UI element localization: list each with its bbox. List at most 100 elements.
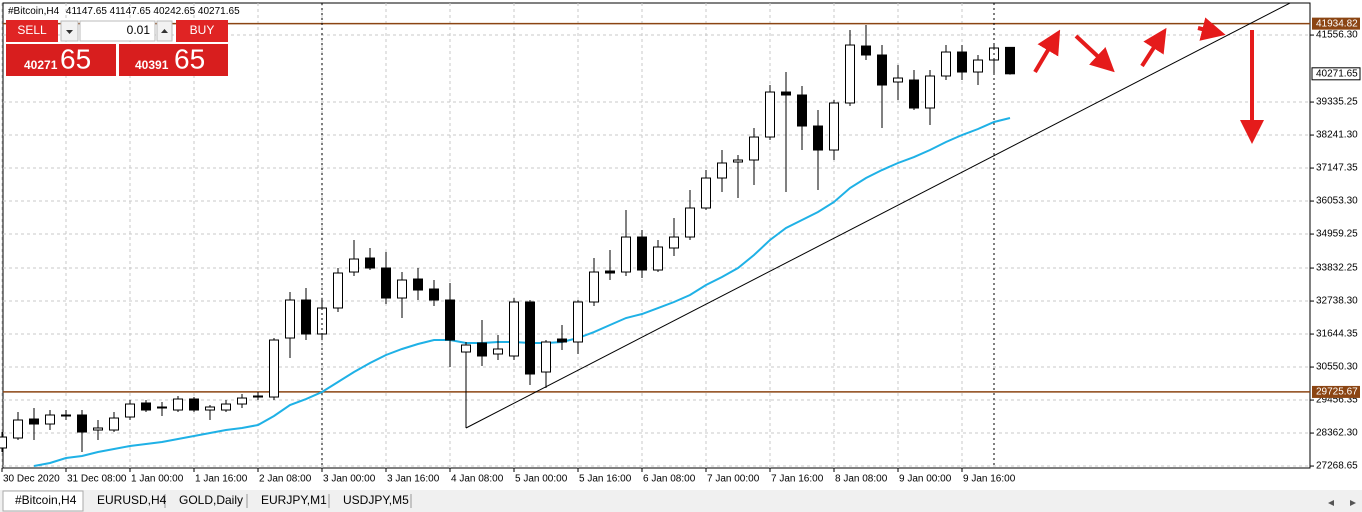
tab[interactable]: GOLD,Daily xyxy=(179,493,243,507)
candle-body xyxy=(333,272,343,309)
candle-body xyxy=(653,246,663,271)
tab[interactable]: USDJPY,M5 xyxy=(343,493,409,507)
ask-box[interactable] xyxy=(119,44,228,76)
sell-label[interactable]: SELL xyxy=(17,23,47,37)
candle-body xyxy=(669,236,679,249)
tab[interactable]: EURUSD,H4 xyxy=(97,493,167,507)
candle-body xyxy=(701,177,711,209)
candle-body xyxy=(77,414,87,433)
y-tick-label: 32738.30 xyxy=(1316,296,1358,307)
arrow xyxy=(1140,27,1167,68)
tab[interactable]: EURJPY,M1 xyxy=(261,493,327,507)
ask-pips: 65 xyxy=(174,43,205,74)
candle-body xyxy=(365,257,375,269)
candle-body xyxy=(637,236,647,271)
bid-box[interactable] xyxy=(6,44,116,76)
x-tick-label: 5 Jan 00:00 xyxy=(515,474,568,485)
symbol: #Bitcoin,H4 xyxy=(8,6,60,17)
candle-body xyxy=(301,299,311,335)
candle-body xyxy=(845,44,855,104)
ohlc-open: 41147.65 xyxy=(66,6,107,17)
candle-body xyxy=(29,418,39,425)
tabs: #Bitcoin,H4 EURUSD,H4 GOLD,Daily EURJPY,M1 U… xyxy=(2,490,412,512)
candle-body xyxy=(317,307,327,335)
candle-body xyxy=(269,339,279,398)
candle-body xyxy=(781,91,791,96)
candle-body xyxy=(157,406,167,409)
up-icon xyxy=(161,29,168,33)
y-tick-label: 27268.65 xyxy=(1316,461,1358,472)
candle-body xyxy=(381,267,391,299)
candle-body xyxy=(893,77,903,83)
candle-body xyxy=(909,79,919,109)
trade-panel: SELL 0.01 BUY 40271 65 40391 65 xyxy=(6,20,228,76)
candle-body xyxy=(925,75,935,109)
level-label-box xyxy=(1312,385,1360,398)
bid-main: 40271 xyxy=(24,58,58,72)
y-tick-label: 38241.30 xyxy=(1316,130,1358,141)
candle-body xyxy=(589,271,599,303)
candle-body xyxy=(461,344,471,353)
y-tick-label: 37147.35 xyxy=(1316,163,1358,174)
candle-body xyxy=(221,403,231,411)
candle-body xyxy=(541,341,551,373)
candle-body xyxy=(173,398,183,411)
candle-body xyxy=(797,94,807,127)
y-tick-label: 28362.30 xyxy=(1316,428,1358,439)
candle-body xyxy=(109,417,119,431)
candle-body xyxy=(413,278,423,291)
tab[interactable]: #Bitcoin,H4 xyxy=(15,493,77,507)
candle-body xyxy=(973,59,983,73)
y-tick-label: 29456.35 xyxy=(1316,395,1358,406)
candle-body xyxy=(445,299,455,341)
y-tick-label: 41556.30 xyxy=(1316,30,1358,41)
candle-body xyxy=(557,338,567,343)
candle-body xyxy=(877,54,887,86)
x-tick-label: 31 Dec 08:00 xyxy=(67,474,127,485)
candle-body xyxy=(717,162,727,179)
candle-body xyxy=(509,301,519,357)
scroll-left[interactable] xyxy=(1328,500,1334,506)
x-tick-label: 7 Jan 00:00 xyxy=(707,474,760,485)
arrow xyxy=(1033,29,1061,74)
buy-button[interactable] xyxy=(176,20,228,42)
y-tick-label: 33832.25 xyxy=(1316,263,1358,274)
candle-body xyxy=(61,414,71,417)
candle-body xyxy=(189,398,199,411)
candle-body xyxy=(93,427,103,431)
candle-body xyxy=(861,45,871,56)
price-label-box xyxy=(1311,67,1361,81)
x-tick-label: 7 Jan 16:00 xyxy=(771,474,824,485)
candle-body xyxy=(429,288,439,301)
chart-header: #Bitcoin,H4 41147.65 41147.65 40242.65 4… xyxy=(8,6,240,17)
candle-body xyxy=(941,51,951,77)
candle-body xyxy=(45,414,55,425)
buy-label[interactable]: BUY xyxy=(190,23,215,37)
sell-button[interactable] xyxy=(6,20,58,42)
candle-body xyxy=(125,403,135,418)
arrow xyxy=(1197,17,1226,41)
candle-body xyxy=(13,419,23,439)
x-tick-label: 3 Jan 16:00 xyxy=(387,474,440,485)
level-label: 41934.82 xyxy=(1316,18,1358,29)
candle-body xyxy=(1005,46,1015,75)
candle-body xyxy=(205,406,215,411)
candle-body xyxy=(605,270,615,274)
scroll-right[interactable] xyxy=(1350,500,1356,506)
lot-value: 0.01 xyxy=(127,23,151,37)
moving-average xyxy=(33,117,1011,467)
candle-body xyxy=(397,279,407,299)
ohlc-high: 41147.65 xyxy=(110,6,151,17)
x-tick-label: 8 Jan 08:00 xyxy=(835,474,888,485)
y-tick-label: 36053.30 xyxy=(1316,196,1358,207)
x-tick-label: 6 Jan 08:00 xyxy=(643,474,696,485)
lot-input[interactable] xyxy=(79,20,156,42)
drawn-arrows xyxy=(1033,17,1264,144)
tab-active xyxy=(2,490,84,512)
candle-body xyxy=(285,299,295,339)
plot-frame xyxy=(2,2,1311,469)
y-tick-label: 39335.25 xyxy=(1316,97,1358,108)
x-tick-label: 9 Jan 16:00 xyxy=(963,474,1016,485)
